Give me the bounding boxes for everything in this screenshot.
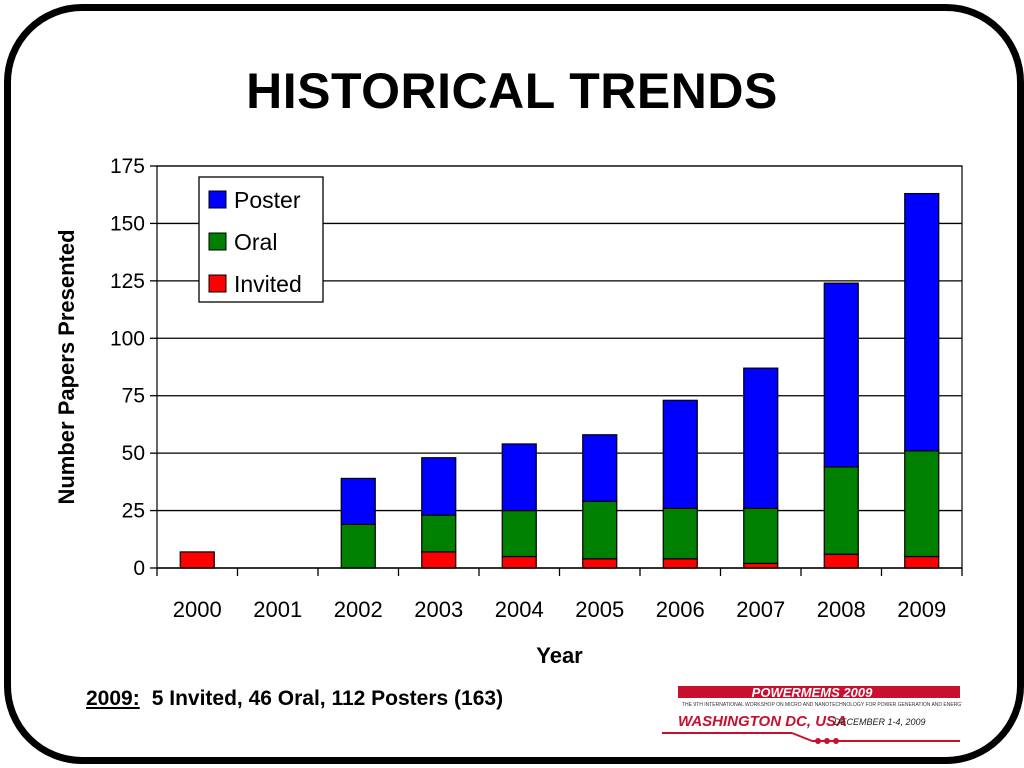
y-tick-label: 100 [110,327,145,350]
bar-oral-2002 [340,523,376,569]
legend-swatch-invited [208,274,227,293]
footnote: 2009: 5 Invited, 46 Oral, 112 Posters (16… [86,687,503,711]
y-tick-label: 0 [133,557,145,580]
logo-date-text: DECEMBER 1-4, 2009 [834,717,926,727]
x-tick-label: 2004 [495,597,544,622]
bar-invited-2004 [501,555,537,569]
y-tick-label: 75 [122,385,145,408]
legend-label-invited: Invited [234,271,302,297]
y-tick-label: 175 [110,155,145,178]
bar-invited-2003 [421,551,457,569]
legend-swatch-oral [208,232,227,251]
legend-label-poster: Poster [234,187,301,213]
x-tick-label: 2006 [656,597,705,622]
bar-poster-2004 [501,443,537,512]
bar-oral-2007 [743,507,779,565]
legend-swatch-poster [208,190,227,209]
logo-top-text: POWERMEMS 2009 [752,686,873,700]
x-tick-label: 2001 [253,597,302,622]
bar-poster-2009 [904,192,940,452]
bar-oral-2008 [823,466,859,555]
bar-invited-2008 [823,553,859,569]
x-tick-label: 2002 [334,597,383,622]
bar-oral-2009 [904,450,940,558]
bar-oral-2005 [582,500,618,560]
x-tick-label: 2003 [414,597,463,622]
bar-poster-2007 [743,367,779,509]
logo-main-text: WASHINGTON DC, USA [678,713,847,730]
bar-poster-2008 [823,282,859,468]
y-tick-label: 125 [110,270,145,293]
svg-text:THE 9TH INTERNATIONAL WORKSHOP: THE 9TH INTERNATIONAL WORKSHOP ON MICRO … [682,702,962,708]
bar-invited-2000 [179,551,215,569]
bar-poster-2002 [340,477,376,525]
x-tick-label: 2007 [736,597,785,622]
bar-oral-2004 [501,509,537,558]
x-tick-label: 2009 [897,597,946,622]
bar-poster-2005 [582,434,618,502]
x-tick-label: 2000 [173,597,222,622]
bar-poster-2006 [662,399,698,509]
bar-oral-2003 [421,514,457,553]
x-tick-label: 2008 [817,597,866,622]
y-tick-label: 25 [122,500,145,523]
bar-invited-2009 [904,555,940,569]
y-axis-label: Number Papers Presented [54,229,79,504]
bar-invited-2006 [662,558,698,569]
bar-poster-2003 [421,457,457,516]
footnote-year: 2009: [86,687,140,710]
x-axis-label: Year [536,643,583,668]
y-tick-label: 50 [122,442,145,465]
bar-invited-2005 [582,558,618,569]
bar-oral-2006 [662,507,698,560]
legend-label-oral: Oral [234,229,277,255]
x-tick-label: 2005 [575,597,624,622]
y-tick-label: 150 [110,212,145,235]
slide-title: HISTORICAL TRENDS [246,63,778,119]
conference-logo: POWERMEMS 2009 THE 9TH INTERNATIONAL WOR… [662,686,962,744]
footnote-text: 5 Invited, 46 Oral, 112 Posters (163) [151,687,504,710]
